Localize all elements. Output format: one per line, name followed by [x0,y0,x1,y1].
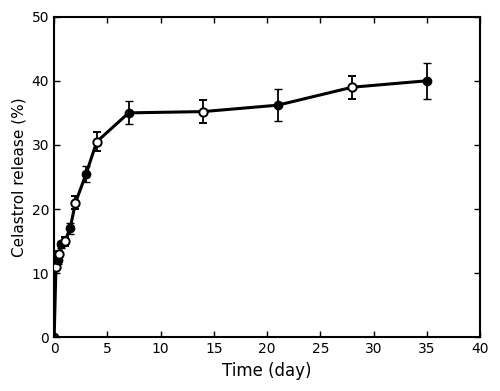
Y-axis label: Celastrol release (%): Celastrol release (%) [11,97,26,257]
X-axis label: Time (day): Time (day) [222,362,312,380]
